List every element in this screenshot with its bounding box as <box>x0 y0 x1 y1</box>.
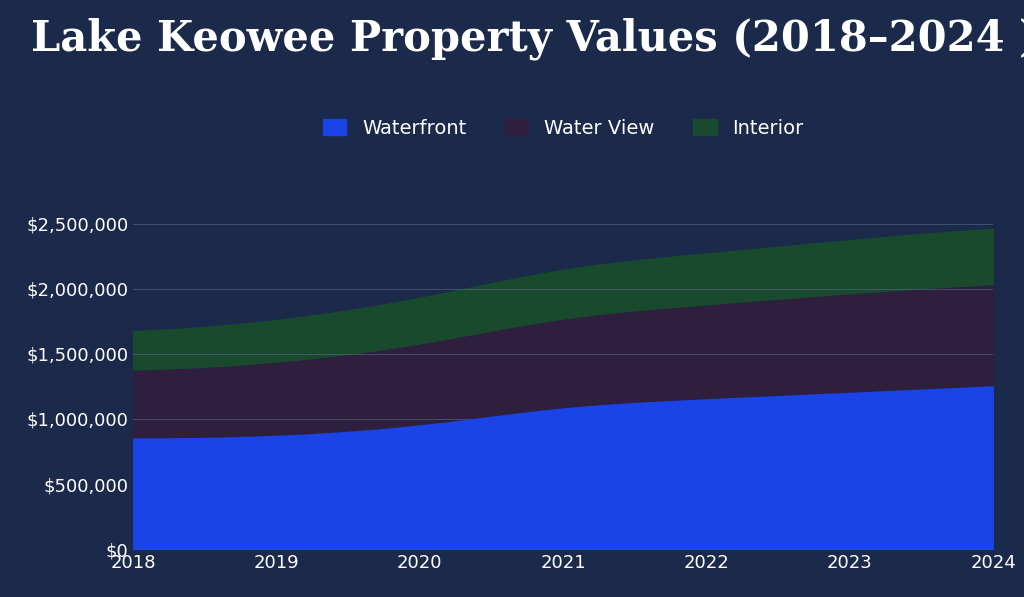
Legend: Waterfront, Water View, Interior: Waterfront, Water View, Interior <box>315 111 811 146</box>
Text: Lake Keowee Property Values (2018–2024 ): Lake Keowee Property Values (2018–2024 ) <box>31 18 1024 60</box>
